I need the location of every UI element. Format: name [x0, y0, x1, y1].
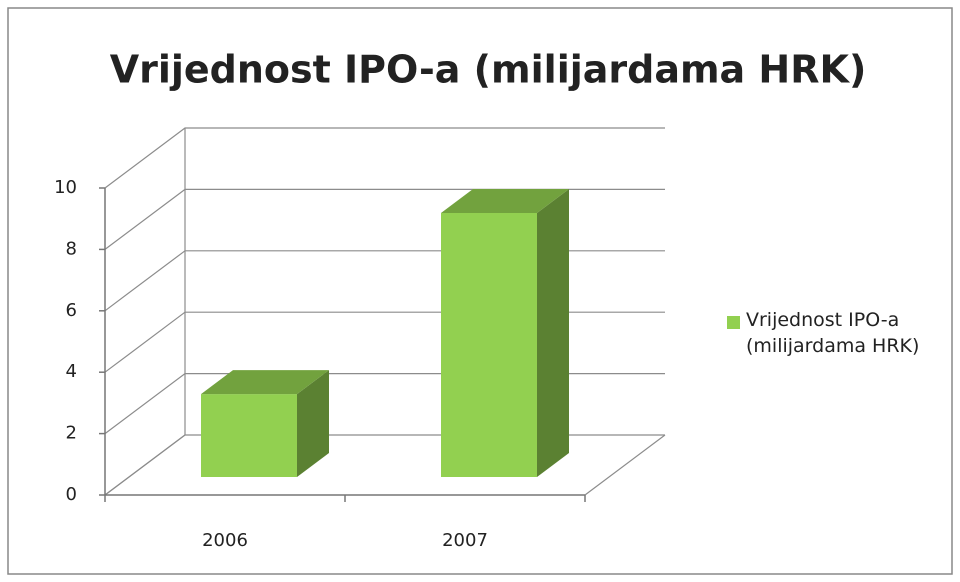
bar-front: [201, 394, 297, 477]
x-tick-label: 2007: [442, 530, 488, 551]
y-tick-label: 6: [66, 300, 77, 321]
bar: [201, 370, 329, 477]
bar-top: [201, 370, 329, 395]
y-tick-label: 4: [66, 361, 77, 382]
floor: [584, 434, 666, 496]
legend-swatch: [727, 316, 740, 329]
y-tick-label: 0: [66, 484, 77, 505]
y-tick-label: 2: [66, 423, 77, 444]
grid-line: [104, 127, 665, 189]
legend-label: Vrijednost IPO-a (milijardama HRK): [746, 309, 920, 357]
bar-top: [441, 188, 569, 213]
bar: [441, 188, 569, 478]
legend-box: Vrijednost IPO-a (milijardama HRK): [746, 309, 920, 357]
x-tick-label: 2006: [202, 530, 248, 551]
bar-side: [537, 188, 569, 478]
chart-title: Vrijednost IPO-a (milijardama HRK): [110, 48, 867, 92]
bar-front: [441, 212, 537, 478]
y-tick-label: 8: [66, 238, 77, 259]
bar-side: [297, 370, 329, 477]
y-tick-label: 10: [54, 177, 77, 198]
